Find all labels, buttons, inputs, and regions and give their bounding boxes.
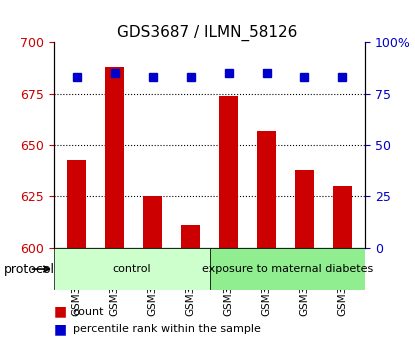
Bar	[333, 186, 352, 248]
Bar	[219, 96, 238, 248]
Text: count: count	[73, 307, 104, 316]
Text: percentile rank within the sample: percentile rank within the sample	[73, 324, 261, 334]
Bar	[181, 225, 200, 248]
FancyBboxPatch shape	[54, 248, 210, 290]
Text: protocol: protocol	[4, 263, 55, 275]
Bar	[257, 131, 276, 248]
Text: ■: ■	[54, 304, 67, 319]
FancyBboxPatch shape	[210, 248, 365, 290]
Text: GDS3687 / ILMN_58126: GDS3687 / ILMN_58126	[117, 25, 298, 41]
Bar	[67, 160, 86, 248]
Bar	[295, 170, 314, 248]
Bar	[105, 67, 124, 248]
Text: exposure to maternal diabetes: exposure to maternal diabetes	[202, 264, 373, 274]
Bar	[143, 196, 162, 248]
Text: control: control	[112, 264, 151, 274]
Text: ■: ■	[54, 322, 67, 336]
